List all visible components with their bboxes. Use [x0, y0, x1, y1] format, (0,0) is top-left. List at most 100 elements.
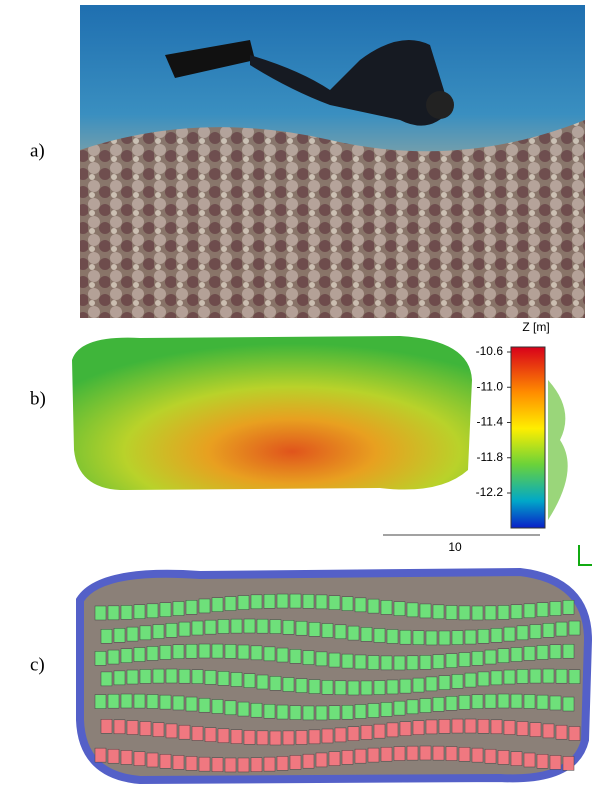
camera [277, 705, 288, 719]
camera [283, 731, 294, 745]
camera [205, 620, 216, 634]
camera [452, 674, 463, 688]
camera [426, 720, 437, 734]
camera [303, 706, 314, 720]
camera [407, 746, 418, 760]
camera [290, 755, 301, 769]
camera [231, 730, 242, 744]
camera [537, 695, 548, 709]
camera [199, 698, 210, 712]
camera [192, 621, 203, 635]
camera [329, 653, 340, 667]
camera [563, 600, 574, 614]
camera [335, 681, 346, 695]
camera [400, 722, 411, 736]
camera [251, 595, 262, 609]
camera [238, 645, 249, 659]
camera [368, 599, 379, 613]
camera [348, 626, 359, 640]
camera [472, 651, 483, 665]
camera [569, 670, 580, 684]
camera [368, 748, 379, 762]
camera [329, 596, 340, 610]
camera [472, 748, 483, 762]
camera [303, 594, 314, 608]
camera [569, 621, 580, 635]
camera [192, 726, 203, 740]
camera [296, 730, 307, 744]
camera [121, 694, 132, 708]
camera [179, 725, 190, 739]
camera [114, 671, 125, 685]
camera [511, 648, 522, 662]
camera [394, 602, 405, 616]
tick-label: -10.6 [476, 344, 504, 358]
camera [283, 678, 294, 692]
camera [465, 630, 476, 644]
camera [335, 728, 346, 742]
camera [550, 696, 561, 710]
camera [95, 606, 106, 620]
camera [537, 754, 548, 768]
camera [342, 705, 353, 719]
camera [550, 602, 561, 616]
camera [413, 631, 424, 645]
camera [277, 756, 288, 770]
camera [114, 628, 125, 642]
camera [400, 679, 411, 693]
camera [407, 603, 418, 617]
camera [465, 719, 476, 733]
camera [517, 626, 528, 640]
camera [387, 629, 398, 643]
photo [80, 5, 585, 318]
camera [290, 706, 301, 720]
camera [270, 620, 281, 634]
camera [225, 758, 236, 772]
camera [459, 747, 470, 761]
camera [95, 695, 106, 709]
tick-label: -11.0 [477, 379, 504, 393]
camera [433, 655, 444, 669]
camera [394, 747, 405, 761]
camera [511, 752, 522, 766]
camera [244, 674, 255, 688]
camera [127, 670, 138, 684]
camera [179, 669, 190, 683]
camera [277, 594, 288, 608]
camera [316, 706, 327, 720]
camera [387, 723, 398, 737]
camera [433, 697, 444, 711]
camera [511, 605, 522, 619]
camera [355, 704, 366, 718]
panel-label: b) [30, 388, 46, 409]
camera [186, 644, 197, 658]
camera [134, 694, 145, 708]
colorbar-title: Z [m] [522, 320, 549, 334]
camera [270, 676, 281, 690]
camera [257, 675, 268, 689]
camera [485, 606, 496, 620]
camera [153, 723, 164, 737]
camera [303, 754, 314, 768]
camera [504, 721, 515, 735]
camera [446, 747, 457, 761]
camera [407, 700, 418, 714]
camera [524, 753, 535, 767]
camera [231, 672, 242, 686]
camera [329, 706, 340, 720]
camera [433, 746, 444, 760]
camera [95, 748, 106, 762]
camera [140, 722, 151, 736]
camera [225, 644, 236, 658]
camera [173, 755, 184, 769]
camera [166, 669, 177, 683]
colorbar [511, 347, 545, 528]
camera [348, 727, 359, 741]
camera [316, 595, 327, 609]
camera [361, 627, 372, 641]
camera [348, 681, 359, 695]
camera [439, 719, 450, 733]
camera [238, 596, 249, 610]
camera [446, 654, 457, 668]
camera [524, 694, 535, 708]
